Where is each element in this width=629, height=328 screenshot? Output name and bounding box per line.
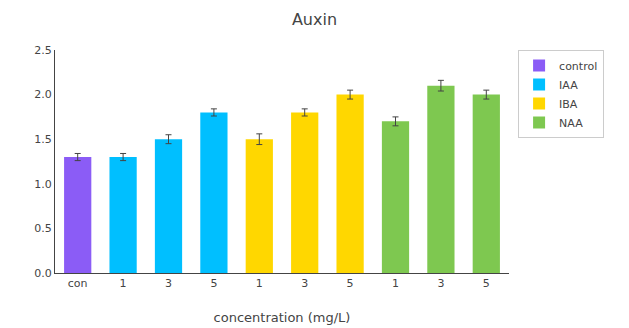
svg-text:0.0: 0.0: [34, 267, 52, 280]
svg-text:3: 3: [437, 277, 444, 290]
svg-text:NAA: NAA: [559, 117, 583, 130]
svg-text:IBA: IBA: [559, 98, 578, 111]
svg-text:5: 5: [210, 277, 217, 290]
svg-text:0.5: 0.5: [34, 222, 52, 235]
svg-text:con: con: [68, 277, 88, 290]
svg-text:1.5: 1.5: [34, 133, 52, 146]
svg-text:1.0: 1.0: [34, 178, 52, 191]
svg-text:concentration (mg/L): concentration (mg/L): [214, 310, 351, 325]
svg-text:5: 5: [483, 277, 490, 290]
svg-text:IAA: IAA: [559, 79, 578, 92]
svg-text:2.0: 2.0: [34, 88, 52, 101]
svg-text:1: 1: [120, 277, 127, 290]
svg-text:5: 5: [347, 277, 354, 290]
svg-text:3: 3: [301, 277, 308, 290]
svg-text:3: 3: [165, 277, 172, 290]
svg-text:1: 1: [392, 277, 399, 290]
svg-text:control: control: [559, 60, 597, 73]
svg-text:1: 1: [256, 277, 263, 290]
svg-text:Auxin: Auxin: [292, 10, 337, 29]
svg-text:2.5: 2.5: [34, 44, 52, 57]
